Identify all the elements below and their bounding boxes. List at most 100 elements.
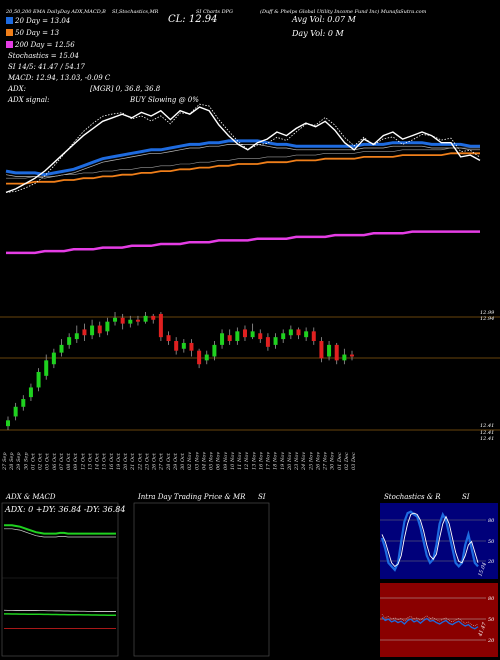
date-axis: 27 Sep 28 Sep 29 Sep 30 Sep 01 Oct 02 Oct 05 O… <box>2 452 357 471</box>
date-label: 20 Nov <box>287 452 293 471</box>
date-label: 12 Oct <box>80 452 86 470</box>
legend-swatch-50 <box>6 29 13 36</box>
candle-body <box>327 344 332 357</box>
date-label: 13 Oct <box>87 452 93 470</box>
date-label: 07 Oct <box>59 452 65 470</box>
candle-body <box>90 325 95 336</box>
candle-body <box>227 335 232 342</box>
header: 20,50,200 EMA Daily Day ADX,MACD,B SI,St… <box>5 8 427 104</box>
adx-value: [MGR] 0, 36.8, 36.8 <box>90 85 161 93</box>
si-axis-80: 80 <box>488 596 495 602</box>
date-label: 12 Nov <box>244 452 250 470</box>
adx-macd-frame <box>1 502 119 657</box>
candle-body <box>6 420 10 427</box>
candle-body <box>250 331 255 338</box>
candle-body <box>105 321 110 332</box>
date-label: 26 Nov <box>315 452 321 471</box>
price-axis-bottom-0: 12.41 <box>480 423 494 429</box>
price-axis-top-0: 12.99 <box>480 310 495 316</box>
header-company: (Duff & Phelps Global Utility Income Fun… <box>260 8 427 15</box>
adx-line <box>4 524 116 535</box>
stoch-si-title: SI <box>462 493 470 501</box>
candle-body <box>28 387 33 398</box>
si-frame <box>380 583 498 657</box>
candle-body <box>174 341 179 351</box>
candle-body <box>151 315 156 320</box>
date-label: 02 Nov <box>187 452 193 470</box>
date-label: 05 Nov <box>209 452 215 470</box>
candle-body <box>135 319 140 322</box>
candle-body <box>220 333 225 345</box>
price-axis-bottom-2: 12.41 <box>480 436 494 442</box>
date-label: 02 Oct <box>38 452 44 470</box>
price-dotted-line <box>5 103 481 193</box>
date-label: 08 Oct <box>66 452 72 470</box>
date-label: 22 Oct <box>137 452 143 471</box>
candle-body <box>242 329 247 338</box>
candle-body <box>82 329 87 336</box>
candle-body <box>120 317 125 324</box>
candle-body <box>197 350 202 365</box>
date-label: 06 Nov <box>216 452 222 470</box>
candle-body <box>36 371 41 388</box>
candle-body <box>74 333 79 340</box>
stoch-axis-50: 50 <box>488 539 495 545</box>
candle-body <box>350 354 354 357</box>
candle-body <box>281 333 286 340</box>
si-axis-value: 41.47 <box>477 621 488 638</box>
candle-body <box>44 360 49 376</box>
candle-body <box>288 329 293 336</box>
header-symbol: SI Charts DPG <box>196 9 233 15</box>
legend-ema20: 20 Day = 13.04 <box>14 17 70 25</box>
candle-body <box>342 354 347 361</box>
date-label: 16 Oct <box>109 452 115 470</box>
intraday-si-title: SI <box>258 493 266 501</box>
candle-body <box>51 352 56 365</box>
adx-signal-label: ADX signal: <box>7 96 49 104</box>
candle-body <box>181 342 186 349</box>
date-label: 27 Sep <box>2 452 8 471</box>
candle-body <box>334 344 339 361</box>
date-label: 13 Nov <box>251 452 257 470</box>
date-label: 29 Oct <box>173 452 179 471</box>
adx-macd-title: ADX & MACD <box>5 493 56 501</box>
date-label: 24 Nov <box>301 452 307 471</box>
close-label: CL: 12.94 <box>168 14 217 25</box>
candle-body <box>273 337 278 345</box>
candle-body <box>204 354 209 361</box>
adx-value-line: ADX: 0 +DY: 36.84 -DY: 36.84 <box>4 505 125 514</box>
ema-panel <box>5 103 481 255</box>
candle-body <box>265 337 270 347</box>
date-label: 15 Oct <box>102 452 108 470</box>
stochastics-value: Stochastics = 15.04 <box>8 52 79 60</box>
date-label: 23 Oct <box>144 452 150 471</box>
date-label: 01 Oct <box>30 452 36 470</box>
date-label: 02 Dec <box>344 452 350 470</box>
date-label: 21 Oct <box>130 452 136 471</box>
date-label: 30 Nov <box>330 452 336 470</box>
date-label: 05 Oct <box>45 452 51 470</box>
date-label: 19 Nov <box>280 452 286 470</box>
candle-body <box>13 406 18 417</box>
legend-ema50: 50 Day = 13 <box>15 29 60 37</box>
date-label: 28 Sep <box>9 452 15 471</box>
si-line <box>381 616 479 630</box>
candle-body <box>212 344 217 357</box>
header-stoch-title: SI,Stochastics,MR <box>112 9 159 15</box>
date-label: 11 Nov <box>237 452 243 470</box>
date-label: 18 Nov <box>273 452 279 470</box>
legend-swatch-20 <box>6 17 13 24</box>
macd-signal-line <box>3 609 116 612</box>
date-label: 19 Oct <box>116 452 122 470</box>
si-axis-50: 50 <box>488 617 495 623</box>
stoch-title: Stochastics & R <box>384 493 441 501</box>
candle-body <box>311 331 316 342</box>
intraday-title: Intra Day Trading Price & MR <box>137 493 246 501</box>
date-label: 27 Oct <box>159 452 165 471</box>
date-label: 23 Nov <box>294 452 300 471</box>
date-label: 09 Oct <box>73 452 79 470</box>
candle-body <box>21 399 26 407</box>
date-label: 20 Oct <box>123 452 129 471</box>
candle-body <box>296 329 301 336</box>
stoch-axis-20: 20 <box>487 559 495 565</box>
